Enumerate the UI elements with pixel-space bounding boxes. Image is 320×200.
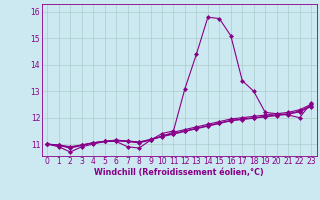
X-axis label: Windchill (Refroidissement éolien,°C): Windchill (Refroidissement éolien,°C) (94, 168, 264, 177)
